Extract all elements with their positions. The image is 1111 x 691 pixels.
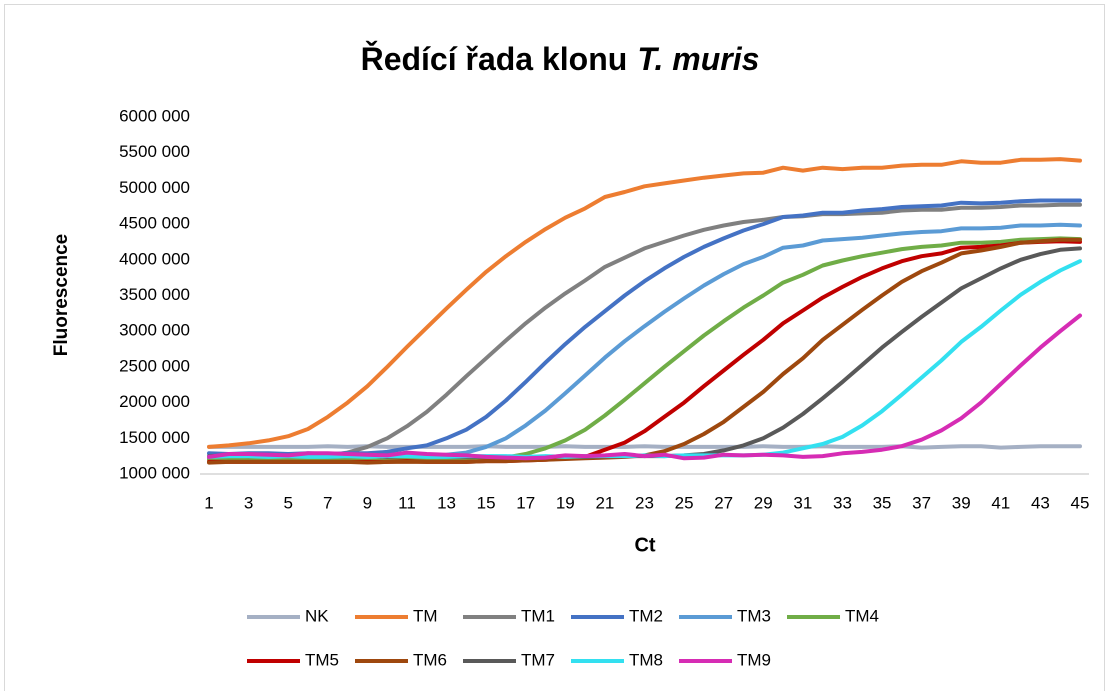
x-tick-label: 11 — [398, 493, 416, 512]
y-tick-label: 4000 000 — [119, 249, 190, 268]
legend-label: TM4 — [845, 606, 879, 625]
x-tick-label: 27 — [714, 493, 733, 512]
legend-label: NK — [305, 606, 329, 625]
legend-label: TM3 — [737, 606, 771, 625]
x-tick-label: 9 — [363, 493, 372, 512]
y-tick-label: 4500 000 — [119, 214, 190, 233]
x-tick-label: 19 — [556, 493, 575, 512]
y-tick-label: 3500 000 — [119, 285, 190, 304]
x-tick-label: 41 — [991, 493, 1010, 512]
legend-label: TM — [413, 606, 438, 625]
x-tick-label: 5 — [283, 493, 292, 512]
legend-label: TM6 — [413, 650, 447, 669]
x-tick-label: 29 — [754, 493, 773, 512]
legend-label: TM1 — [521, 606, 555, 625]
x-tick-label: 1 — [204, 493, 213, 512]
y-tick-label: 2000 000 — [119, 392, 190, 411]
chart-title: Ředící řada klonu T. muris — [361, 41, 760, 77]
legend-label: TM5 — [305, 650, 339, 669]
x-tick-label: 35 — [873, 493, 892, 512]
legend-label: TM2 — [629, 606, 663, 625]
y-tick-label: 1000 000 — [119, 463, 190, 482]
chart-border — [4, 4, 1105, 691]
title-main: Ředící řada klonu — [361, 41, 628, 77]
legend-label: TM8 — [629, 650, 663, 669]
series-line — [207, 202, 1082, 461]
x-tick-label: 25 — [675, 493, 694, 512]
legend-label: TM7 — [521, 650, 555, 669]
y-tick-label: 5000 000 — [119, 178, 190, 197]
y-tick-label: 3000 000 — [119, 321, 190, 340]
series-line — [207, 444, 1082, 450]
x-axis-title: Ct — [634, 534, 655, 556]
series-line — [207, 313, 1082, 461]
x-tick-label: 45 — [1071, 493, 1090, 512]
x-tick-label: 21 — [595, 493, 614, 512]
y-tick-label: 6000 000 — [119, 106, 190, 125]
series-line — [207, 236, 1082, 462]
x-tick-label: 33 — [833, 493, 852, 512]
x-tick-label: 39 — [952, 493, 971, 512]
x-tick-label: 7 — [323, 493, 332, 512]
x-tick-label: 43 — [1031, 493, 1050, 512]
x-tick-label: 23 — [635, 493, 654, 512]
y-tick-label: 1500 000 — [119, 428, 190, 447]
y-axis-title: Fluorescence — [51, 234, 72, 357]
x-tick-label: 37 — [912, 493, 931, 512]
x-tick-label: 3 — [244, 493, 253, 512]
y-tick-label: 2500 000 — [119, 356, 190, 375]
x-tick-label: 15 — [477, 493, 496, 512]
x-tick-label: 13 — [437, 493, 456, 512]
y-tick-label: 5500 000 — [119, 142, 190, 161]
x-tick-label: 17 — [516, 493, 535, 512]
legend-label: TM9 — [737, 650, 771, 669]
x-tick-label: 31 — [793, 493, 812, 512]
title-italic: T. muris — [637, 41, 759, 77]
series-line — [207, 157, 1082, 449]
